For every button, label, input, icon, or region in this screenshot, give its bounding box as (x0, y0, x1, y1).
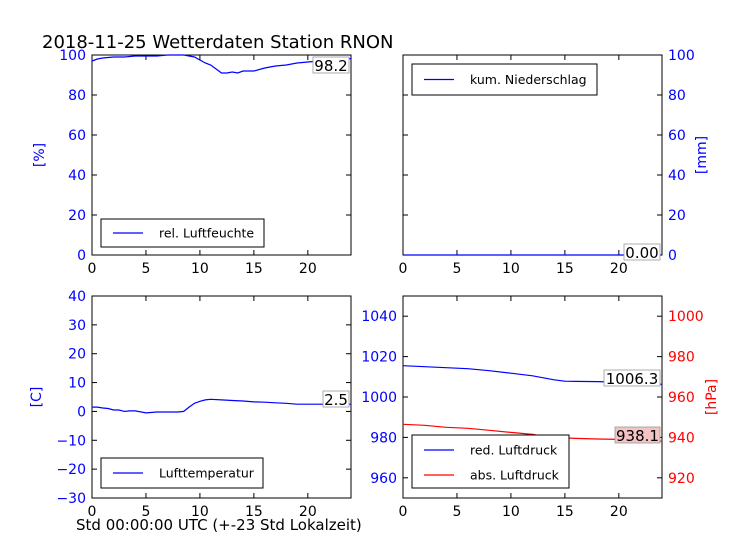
precipitation-ytick-label: 80 (668, 88, 686, 104)
temperature-value-label-box-0 (322, 390, 350, 408)
humidity-axes-frame (91, 54, 352, 256)
temperature-xtick-label: 10 (191, 504, 209, 520)
precipitation-ytick-label: 0 (668, 248, 677, 264)
humidity-xtick-label: 15 (245, 261, 263, 277)
precipitation-ylabel: [mm] (694, 136, 710, 174)
temperature-ytick-label: 10 (68, 376, 86, 392)
pressure-value-label-box-0 (603, 369, 661, 387)
humidity-ytick-label: 80 (68, 88, 86, 104)
temperature-xtick-label: 5 (141, 504, 150, 520)
pressure-xtick-label: 10 (502, 504, 520, 520)
pressure-legend-label-1: abs. Luftdruck (470, 468, 560, 483)
temperature-xtick-label: 15 (245, 504, 263, 520)
pressure-xtick-label: 15 (556, 504, 574, 520)
temperature-ytick-label: −10 (56, 433, 86, 449)
pressure-ytick-label: 1020 (361, 350, 397, 366)
humidity-value-label-box-0 (312, 56, 350, 74)
precipitation-xtick-label: 20 (610, 261, 628, 277)
pressure-ytick-right-label: 980 (668, 350, 695, 366)
precipitation-value-label-0: 0.00 (625, 244, 658, 262)
pressure-ytick-label: 960 (370, 471, 397, 487)
pressure-ytick-label: 980 (370, 430, 397, 446)
precipitation-value-label-box-0 (623, 243, 661, 261)
temperature-value-label-0: 2.5 (324, 391, 348, 409)
temperature-legend-label-0: Lufttemperatur (159, 466, 255, 481)
temperature-series-line-0 (92, 398, 351, 414)
temperature-ytick-label: 30 (68, 318, 86, 334)
pressure-value-label-1: 938.1 (616, 427, 659, 445)
humidity-ytick-label: 100 (59, 48, 86, 64)
humidity-ytick-label: 20 (68, 208, 86, 224)
precipitation-ytick-label: 20 (668, 208, 686, 224)
pressure-ylabel: [hPa] (704, 379, 720, 415)
pressure-ytick-right-label: 940 (668, 430, 695, 446)
temperature-ytick-label: −30 (56, 491, 86, 507)
pressure-ytick-label: 1040 (361, 309, 397, 325)
humidity-ylabel: [%] (32, 143, 48, 167)
temperature-axes-frame (91, 295, 352, 499)
temperature-xtick-label: 0 (88, 504, 97, 520)
humidity-value-label-0: 98.2 (314, 57, 347, 75)
humidity-series-line-0 (91, 54, 352, 74)
precipitation-xtick-label: 0 (399, 261, 408, 277)
humidity-xtick-label: 10 (191, 261, 209, 277)
humidity-xtick-label: 5 (141, 261, 150, 277)
humidity-ytick-label: 40 (68, 168, 86, 184)
pressure-value-label-0: 1006.3 (606, 370, 659, 388)
humidity-xtick-label: 20 (299, 261, 317, 277)
pressure-legend-label-0: red. Luftdruck (470, 443, 558, 458)
temperature-xtick-label: 20 (299, 504, 317, 520)
temperature-ylabel: [C] (29, 387, 45, 408)
humidity-xtick-label: 0 (88, 261, 97, 277)
pressure-xtick-label: 0 (399, 504, 408, 520)
pressure-ytick-right-label: 1000 (668, 309, 704, 325)
precipitation-ytick-label: 60 (668, 128, 686, 144)
temperature-ytick-label: −20 (56, 462, 86, 478)
humidity-ytick-label: 0 (77, 248, 86, 264)
pressure-value-label-box-1 (614, 426, 661, 444)
precipitation-ytick-label: 100 (668, 48, 695, 64)
pressure-ytick-label: 1000 (361, 390, 397, 406)
temperature-ytick-label: 0 (77, 404, 86, 420)
pressure-legend-box (411, 434, 570, 489)
pressure-ytick-right-label: 960 (668, 390, 695, 406)
pressure-xtick-label: 5 (452, 504, 461, 520)
precipitation-xtick-label: 10 (502, 261, 520, 277)
precipitation-xtick-label: 15 (556, 261, 574, 277)
figure-xlabel: Std 00:00:00 UTC (+-23 Std Lokalzeit) (76, 516, 362, 534)
temperature-ytick-label: 40 (68, 289, 86, 305)
precipitation-ytick-label: 40 (668, 168, 686, 184)
pressure-ytick-right-label: 920 (668, 471, 695, 487)
pressure-xtick-label: 20 (610, 504, 628, 520)
figure-title: 2018-11-25 Wetterdaten Station RNON (42, 32, 394, 53)
humidity-ytick-label: 60 (68, 128, 86, 144)
humidity-legend-label-0: rel. Luftfeuchte (159, 226, 254, 241)
precipitation-xtick-label: 5 (452, 261, 461, 277)
temperature-ytick-label: 20 (68, 347, 86, 363)
precipitation-legend-label-0: kum. Niederschlag (470, 72, 587, 87)
